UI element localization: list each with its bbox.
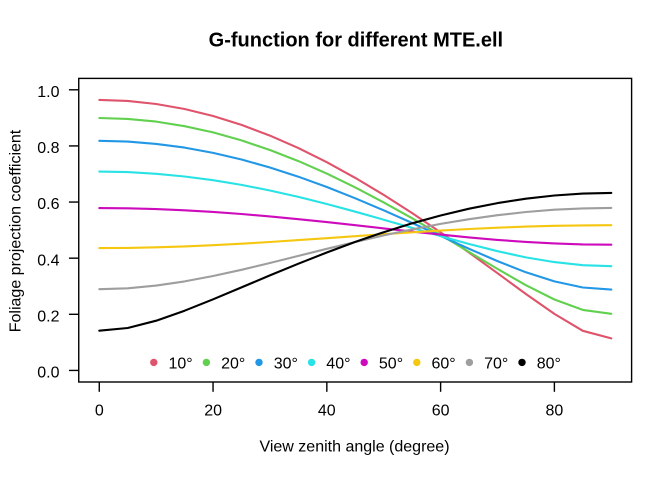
svg-text:50°: 50° (379, 356, 403, 373)
svg-text:G-function for different MTE.e: G-function for different MTE.ell (209, 30, 503, 52)
svg-text:70°: 70° (484, 356, 508, 373)
svg-text:1.0: 1.0 (37, 84, 59, 101)
svg-text:40°: 40° (326, 356, 350, 373)
svg-text:Foliage projection coefficient: Foliage projection coefficient (8, 129, 25, 332)
svg-text:10°: 10° (169, 356, 193, 373)
svg-text:40: 40 (318, 403, 336, 420)
svg-text:60: 60 (432, 403, 450, 420)
svg-text:0.4: 0.4 (37, 252, 59, 269)
svg-text:0.0: 0.0 (37, 365, 59, 382)
svg-text:20: 20 (204, 403, 222, 420)
svg-text:30°: 30° (274, 356, 298, 373)
svg-text:80°: 80° (537, 356, 561, 373)
svg-text:0: 0 (95, 403, 104, 420)
svg-text:0.2: 0.2 (37, 308, 59, 325)
svg-text:60°: 60° (432, 356, 456, 373)
svg-text:20°: 20° (221, 356, 245, 373)
svg-text:0.8: 0.8 (37, 140, 59, 157)
svg-text:80: 80 (546, 403, 564, 420)
svg-text:0.6: 0.6 (37, 196, 59, 213)
svg-text:View zenith angle (degree): View zenith angle (degree) (259, 439, 449, 456)
